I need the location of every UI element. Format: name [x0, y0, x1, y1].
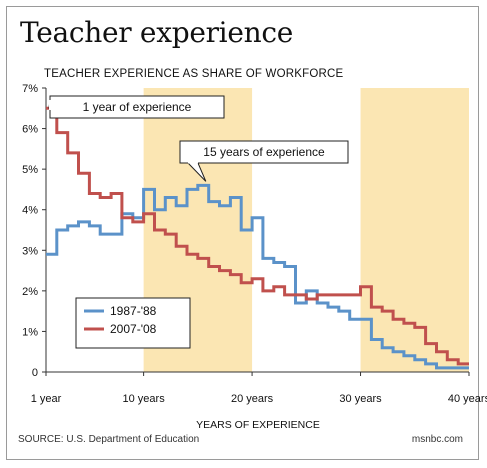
- annotation-label: 15 years of experience: [203, 145, 325, 159]
- page-title: Teacher experience: [20, 16, 293, 49]
- y-tick-label: 3%: [22, 245, 38, 257]
- x-axis-label: YEARS OF EXPERIENCE: [196, 419, 320, 431]
- chart-title: TEACHER EXPERIENCE AS SHARE OF WORKFORCE: [44, 68, 344, 80]
- axes: 0 1% 2% 3% 4% 5% 6% 7% 1 year 10 years 20 years 30 …: [22, 83, 487, 405]
- annotation-callout-0: 1 year of experience: [48, 95, 225, 119]
- shaded-regions: [143, 88, 469, 372]
- legend-box: [75, 297, 191, 349]
- x-tick-label: 40 years: [448, 393, 487, 405]
- y-tick-label: 2%: [22, 286, 38, 298]
- series-line-1: [46, 106, 469, 366]
- x-tick-label: 10 years: [123, 393, 166, 405]
- y-tick-label: 5%: [22, 164, 38, 176]
- y-tick-label: 0: [32, 367, 38, 379]
- annotations: 1 year of experience 15 years of experien…: [48, 95, 349, 182]
- annotation-label: 1 year of experience: [83, 100, 192, 114]
- x-tick-label: 1 year: [31, 393, 62, 405]
- credit: msnbc.com: [411, 434, 463, 445]
- series-lines: [46, 106, 469, 370]
- y-tick-label: 6%: [22, 124, 38, 136]
- y-tick-label: 1%: [22, 326, 38, 338]
- series-line-0: [46, 183, 469, 370]
- x-tick-label: 20 years: [231, 393, 274, 405]
- legend: 1987-'88 2007-'08: [75, 297, 191, 349]
- source-note: SOURCE: U.S. Department of Education: [18, 434, 200, 445]
- shaded-range-1: [360, 88, 469, 372]
- annotation-callout-1: 15 years of experience: [179, 140, 349, 182]
- annotation-box: [179, 140, 349, 164]
- legend-label-1: 2007-'08: [110, 322, 157, 336]
- y-tick-label: 7%: [22, 83, 38, 95]
- x-tick-label: 30 years: [339, 393, 382, 405]
- legend-label-0: 1987-'88: [110, 304, 157, 318]
- y-tick-label: 4%: [22, 205, 38, 217]
